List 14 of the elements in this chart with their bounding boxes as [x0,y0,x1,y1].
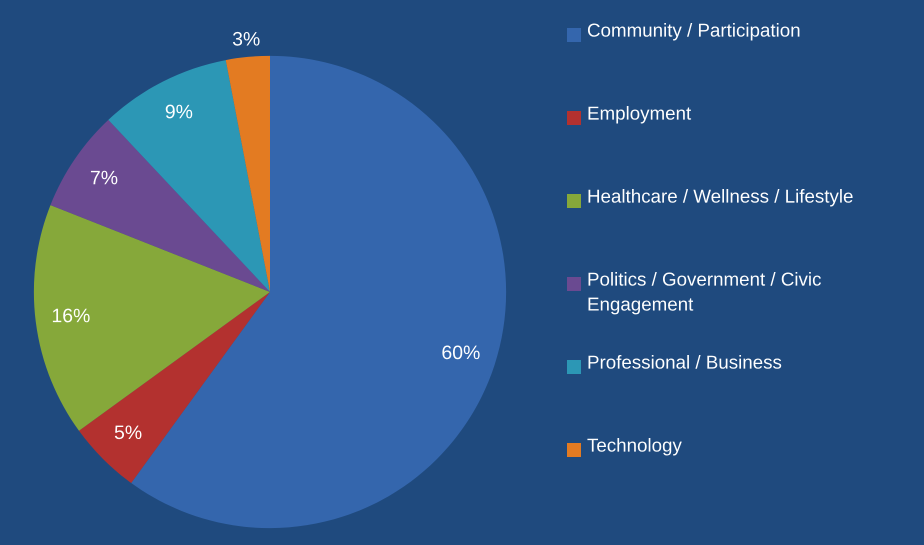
legend-label: Technology [587,438,682,456]
pie-slice [226,56,270,292]
legend-label: Community / Participation [588,23,800,40]
pie-slice [50,120,270,292]
legend-label: Healthcare / Wellness / Lifestyle [588,189,853,206]
legend-label: Professional / Business [588,355,782,369]
data-label: 3% [232,32,260,46]
data-label: 7% [90,170,118,184]
legend-label: Employment [588,106,692,124]
data-label: 16% [52,308,90,322]
legend-label: Politics / Government / Civic Engagement [588,272,821,314]
data-label: 9% [166,104,192,118]
data-label: 60% [442,345,480,360]
data-label: 5% [114,425,142,440]
